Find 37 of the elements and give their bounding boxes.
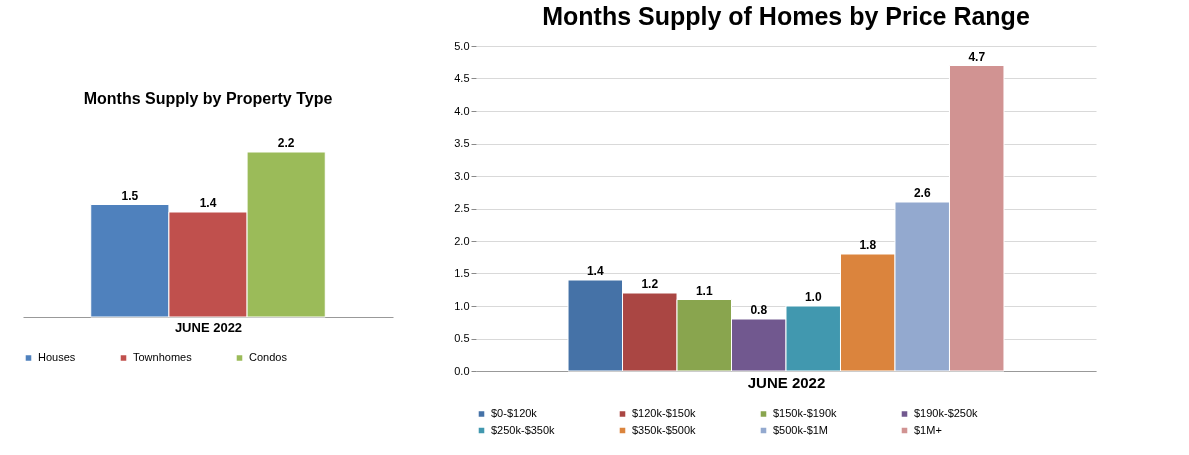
y-tick-label: 2.0 [454, 234, 470, 247]
data-label: 1.0 [804, 290, 822, 304]
y-tick-label: 4.0 [454, 104, 470, 117]
legend-label: $0-$120k [491, 406, 538, 419]
legend-label: $250k-$350k [491, 423, 556, 436]
legend-label: Condos [249, 350, 288, 363]
data-label: 1.4 [586, 264, 604, 278]
data-label: 2.6 [913, 186, 931, 200]
data-label: 2.2 [277, 136, 295, 150]
x-axis-title: JUNE 2022 [174, 319, 243, 335]
legend-label: $150k-$190k [773, 406, 838, 419]
y-tick-label: 3.5 [454, 137, 470, 149]
y-tick-label: 0.0 [454, 364, 470, 377]
y-tick-label: 3.0 [454, 169, 470, 182]
data-label: 0.8 [750, 303, 768, 317]
y-tick-label: 0.5 [454, 332, 470, 344]
legend-label: $500k-$1M [773, 423, 829, 436]
legend-label: $190k-$250k [914, 406, 979, 419]
data-label: 4.7 [968, 49, 986, 64]
data-label: 1.4 [199, 196, 217, 210]
data-label: 1.1 [695, 283, 713, 298]
chart-title: Months Supply by Property Type [83, 90, 333, 107]
legend-label: Houses [38, 350, 76, 363]
y-tick-label: 1.5 [454, 267, 470, 279]
data-label: 1.8 [859, 238, 877, 252]
chart-title: Months Supply of Homes by Price Range [542, 2, 1030, 30]
y-tick-label: 2.5 [454, 202, 470, 214]
y-tick-label: 5.0 [454, 39, 470, 52]
legend-label: Townhomes [133, 350, 193, 363]
data-label: 1.5 [121, 188, 139, 203]
data-label: 1.2 [641, 277, 659, 291]
legend-label: $120k-$150k [632, 406, 697, 419]
legend-label: $1M+ [914, 423, 942, 436]
y-tick-label: 1.0 [454, 299, 470, 312]
y-tick-label: 4.5 [454, 72, 470, 84]
legend-label: $350k-$500k [632, 423, 697, 436]
x-axis-title: JUNE 2022 [747, 373, 826, 391]
